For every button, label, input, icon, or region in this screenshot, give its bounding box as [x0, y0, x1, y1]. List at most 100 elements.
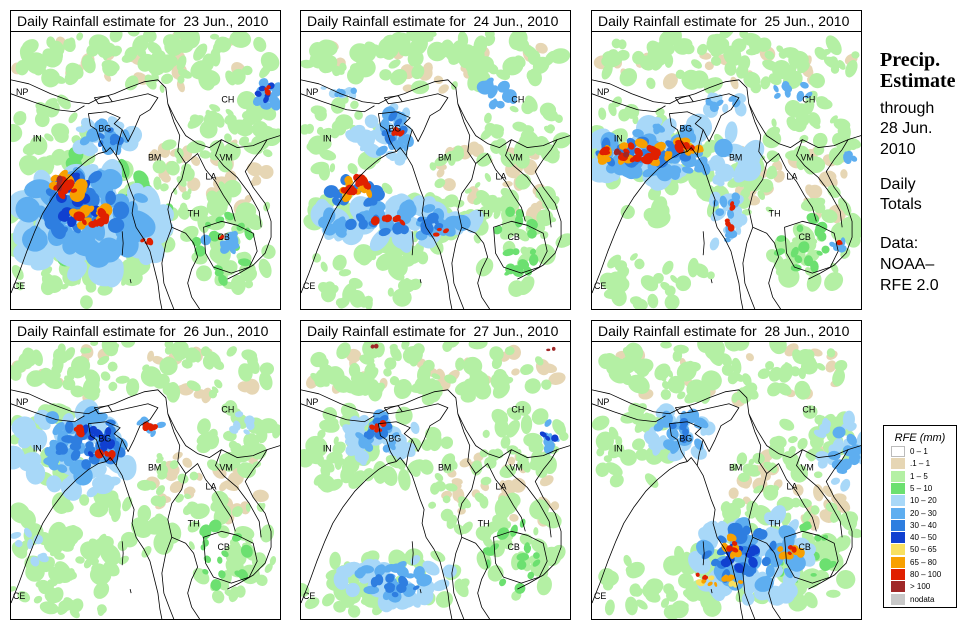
rain-cell [855, 453, 861, 460]
rain-cell [57, 94, 71, 110]
rain-cell [667, 375, 685, 394]
rain-cell [166, 381, 181, 403]
rain-cell [523, 125, 535, 134]
rain-cell [394, 32, 411, 51]
country-borders [11, 389, 280, 619]
rain-cell [332, 254, 347, 271]
rain-cell [471, 460, 483, 476]
rain-cell [109, 45, 122, 57]
rain-cell [851, 51, 860, 59]
rain-cell [796, 224, 804, 233]
rain-cell [184, 493, 191, 500]
rain-cell [408, 351, 418, 362]
rain-cell [398, 468, 411, 491]
border-line [419, 589, 422, 594]
map-label-np: NP [597, 87, 609, 97]
rain-cell [550, 501, 560, 511]
rain-cell [87, 451, 94, 458]
rain-cell [215, 232, 222, 239]
rain-cell [663, 555, 683, 576]
rain-cell [662, 260, 674, 275]
rain-cell [485, 559, 491, 569]
rain-cell [843, 152, 852, 164]
rain-cell [272, 82, 280, 97]
rain-cell [834, 360, 848, 372]
rain-cell [531, 209, 538, 220]
map-label-bg: BG [388, 434, 401, 444]
rain-cell [156, 497, 163, 508]
rain-cell [122, 496, 133, 512]
rain-cell [338, 269, 352, 277]
rain-cell [791, 546, 797, 553]
rain-cell [209, 104, 221, 112]
rain-cell [137, 505, 152, 523]
rain-cell [147, 481, 157, 491]
rain-cell [83, 558, 93, 569]
rain-cell [405, 573, 415, 579]
rain-cell [97, 237, 122, 263]
rain-cell [605, 271, 621, 289]
rain-cell [393, 118, 403, 127]
rain-cell [431, 373, 441, 380]
data-source: NOAA– [880, 256, 935, 273]
rain-cell [454, 578, 462, 589]
rain-cell [678, 142, 684, 149]
rain-cell [738, 55, 751, 71]
rain-cell [85, 388, 100, 401]
map-label-cb: CB [507, 232, 519, 242]
rain-cell [383, 582, 396, 591]
rain-cell [58, 575, 71, 584]
rain-cell [243, 433, 254, 449]
rain-cell [669, 422, 677, 430]
rain-cell [172, 451, 183, 460]
rain-cell [741, 591, 755, 606]
rain-cell [310, 372, 322, 383]
rain-cell [798, 241, 810, 254]
rain-cell [786, 116, 799, 131]
rain-cell [788, 436, 798, 444]
rain-cell [325, 366, 345, 386]
rain-cell [86, 44, 99, 57]
map-label-la: LA [496, 481, 507, 491]
map-label-ch: CH [511, 405, 524, 415]
map-label-ch: CH [802, 405, 815, 415]
rain-cell [263, 96, 269, 104]
rain-cell [458, 500, 467, 510]
rain-cell [309, 42, 325, 59]
rain-cell [820, 48, 832, 56]
rain-cell [98, 118, 108, 125]
rain-cell [218, 274, 228, 286]
rain-cell [25, 146, 37, 156]
rain-cell [505, 206, 516, 218]
rain-cell [724, 62, 737, 76]
legend-entry: 30 – 40 [884, 519, 956, 532]
map-label-th: TH [769, 208, 781, 218]
rain-cell [156, 453, 163, 459]
rainfall-map: NP CH IN BG BM VM LA TH CB CE [300, 31, 571, 310]
rain-cell [609, 473, 624, 488]
rain-cell [500, 436, 511, 449]
rain-cell [115, 375, 130, 384]
rain-cell [214, 36, 232, 53]
rain-cell [778, 362, 794, 383]
rain-cell [830, 65, 840, 74]
rain-cell [461, 386, 470, 395]
rain-cell [353, 244, 374, 265]
rain-cell [646, 145, 658, 154]
rain-cell [107, 439, 116, 450]
legend: RFE (mm) 0 – 1 .1 – 1 1 – 5 5 – 10 10 – 20 20… [883, 425, 957, 608]
rain-cell [53, 552, 65, 560]
rain-cell [542, 195, 560, 209]
rain-cell [210, 579, 222, 591]
map-label-ce: CE [13, 591, 25, 601]
rain-cell [837, 60, 846, 70]
map-label-vm: VM [219, 463, 232, 473]
rain-cell [427, 32, 437, 38]
border-line [517, 449, 562, 590]
map-label-np: NP [597, 397, 609, 407]
rain-cell [706, 36, 725, 56]
rain-cell [806, 197, 826, 211]
rain-cell [706, 81, 717, 89]
rain-cell [523, 432, 543, 448]
rain-cell [156, 421, 166, 429]
